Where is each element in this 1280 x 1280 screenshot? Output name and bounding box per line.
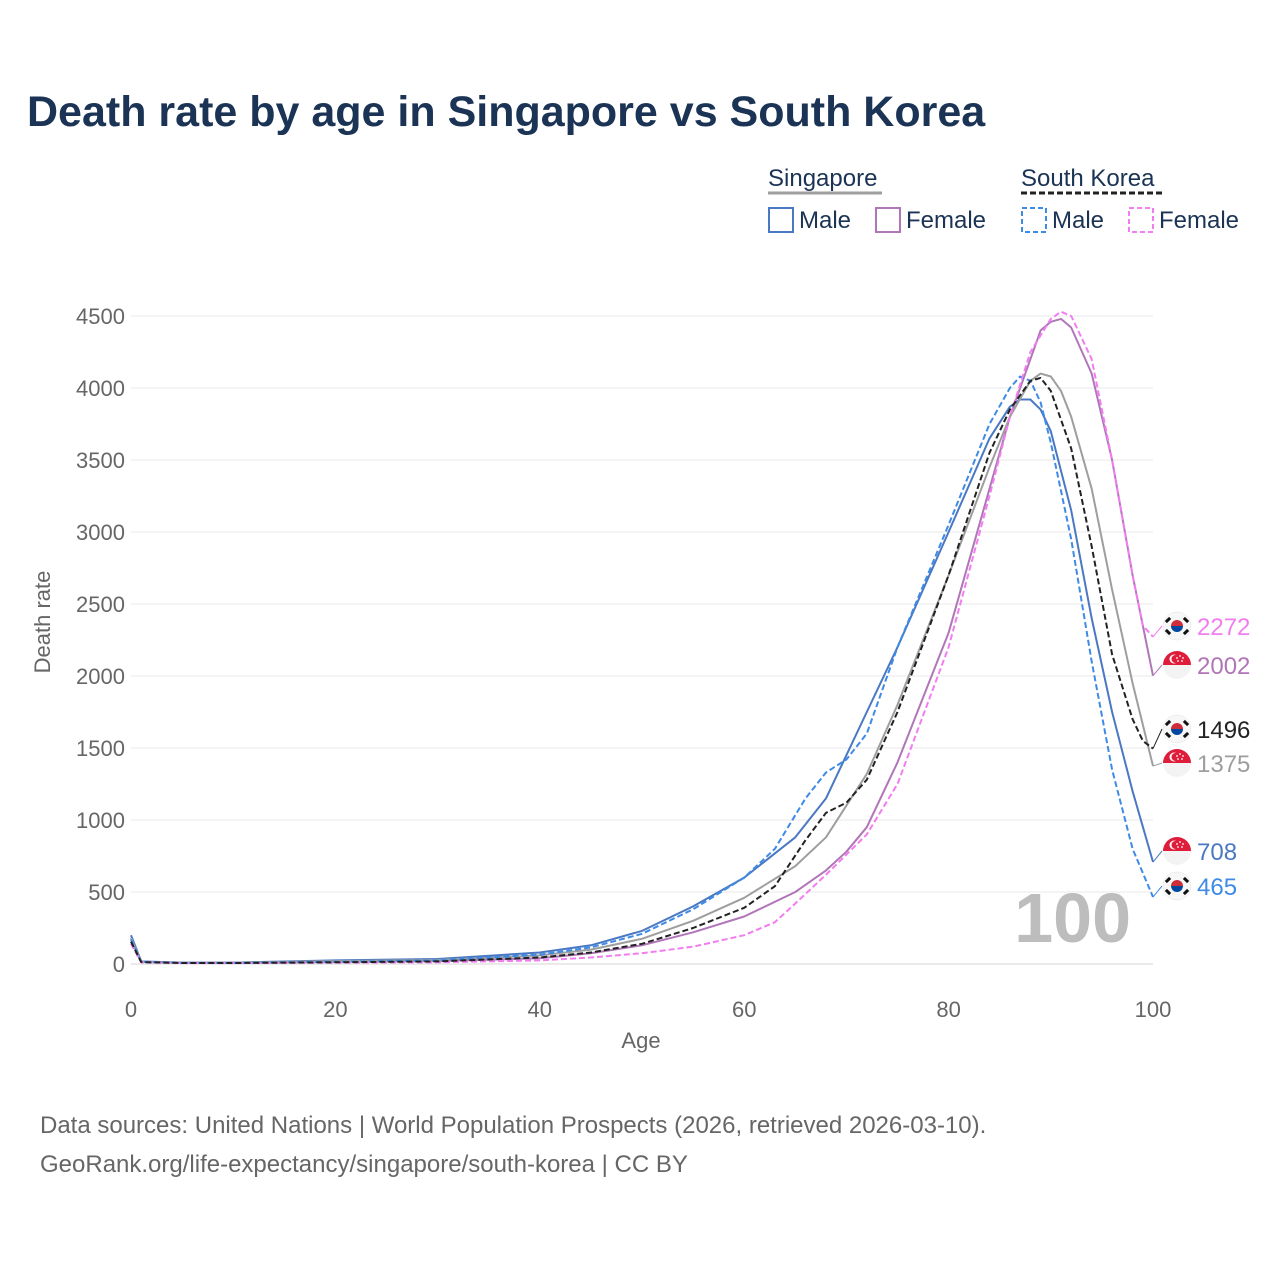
x-axis: 0 20 40 60 80 100: [125, 997, 1171, 1022]
legend-item-label[interactable]: Female: [1159, 207, 1239, 234]
south-korea-flag-icon: [1162, 871, 1192, 901]
end-label-connector: [1152, 625, 1163, 638]
end-label-value: 1375: [1197, 751, 1250, 778]
south-korea-flag-icon: [1162, 611, 1192, 641]
x-tick-label: 20: [323, 997, 347, 1022]
end-label-value: 1496: [1197, 717, 1250, 744]
y-tick-label: 0: [113, 952, 125, 977]
end-label-value: 465: [1197, 874, 1237, 901]
source-line-1: Data sources: United Nations | World Pop…: [40, 1112, 987, 1139]
end-label-value: 2272: [1197, 614, 1250, 641]
legend-swatch[interactable]: [768, 207, 794, 233]
x-tick-label: 100: [1135, 997, 1172, 1022]
y-tick-label: 500: [88, 880, 125, 905]
legend-swatch[interactable]: [1128, 207, 1154, 233]
year-annotation: 100: [1014, 879, 1131, 957]
end-label-value: 708: [1197, 839, 1237, 866]
end-label-connector: [1152, 664, 1163, 677]
legend-group-title: South Korea: [1021, 165, 1155, 192]
y-tick-label: 1500: [76, 736, 125, 761]
y-tick-label: 3500: [76, 448, 125, 473]
series-line-singapore-male[interactable]: [130, 398, 1154, 964]
south-korea-flag-icon: [1162, 714, 1192, 744]
x-axis-title: Age: [621, 1028, 660, 1053]
series-line-singapore-female[interactable]: [130, 317, 1154, 964]
singapore-flag-icon: [1163, 651, 1191, 679]
series-lines: [130, 310, 1154, 965]
y-tick-label: 2500: [76, 592, 125, 617]
series-line-south-korea-total[interactable]: [130, 376, 1154, 964]
source-note: Data sources: United Nations | World Pop…: [40, 1106, 986, 1184]
end-label-connector: [1152, 850, 1163, 863]
singapore-flag-icon: [1163, 837, 1191, 865]
legend-item-label[interactable]: Male: [1052, 207, 1104, 234]
series-line-south-korea-female[interactable]: [130, 310, 1154, 965]
end-labels: 708 2002 1375 465 2272 1496: [1152, 611, 1250, 901]
y-axis-title: Death rate: [30, 571, 55, 674]
end-label-connector: [1152, 728, 1163, 749]
singapore-flag-icon: [1163, 749, 1191, 777]
end-label-value: 2002: [1197, 653, 1250, 680]
grid-lines: [131, 315, 1153, 965]
legend-item-label[interactable]: Female: [906, 207, 986, 234]
legend-group-title: Singapore: [768, 165, 877, 192]
y-tick-label: 4500: [76, 304, 125, 329]
y-tick-label: 4000: [76, 376, 125, 401]
series-line-singapore-total[interactable]: [130, 372, 1154, 964]
source-line-2: GeoRank.org/life-expectancy/singapore/so…: [40, 1151, 688, 1178]
series-line-south-korea-male[interactable]: [130, 375, 1154, 964]
end-label-connector: [1152, 885, 1163, 898]
x-tick-label: 60: [732, 997, 756, 1022]
x-tick-label: 80: [936, 997, 960, 1022]
y-tick-label: 1000: [76, 808, 125, 833]
y-tick-label: 3000: [76, 520, 125, 545]
legend-item-label[interactable]: Male: [799, 207, 851, 234]
x-tick-label: 40: [528, 997, 552, 1022]
legend-swatch[interactable]: [1021, 207, 1047, 233]
legend-swatch[interactable]: [875, 207, 901, 233]
chart-title: Death rate by age in Singapore vs South …: [27, 88, 986, 136]
y-axis: 0 500 1000 1500 2000 2500 3000 3500 4000 4500: [76, 304, 125, 977]
y-tick-label: 2000: [76, 664, 125, 689]
x-tick-label: 0: [125, 997, 137, 1022]
end-label-connector: [1152, 762, 1163, 767]
